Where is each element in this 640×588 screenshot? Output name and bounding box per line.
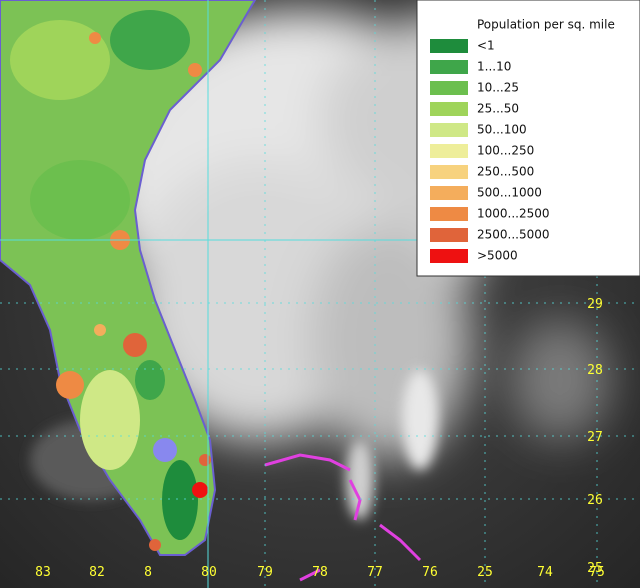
longitude-label: 75: [589, 565, 605, 580]
latitude-label: 27: [587, 430, 603, 445]
legend-swatch: [430, 144, 468, 158]
longitude-label: 78: [312, 565, 328, 580]
longitude-label: 80: [201, 565, 217, 580]
bahamas: [264, 453, 422, 582]
legend-swatch: [430, 207, 468, 221]
legend-label: 25...50: [477, 102, 519, 116]
legend-label: 100...250: [477, 144, 534, 158]
longitude-label: 83: [35, 565, 51, 580]
longitude-label: 77: [367, 565, 383, 580]
legend-swatch: [430, 165, 468, 179]
legend-swatch: [430, 186, 468, 200]
legend-swatch: [430, 102, 468, 116]
longitude-label: 8: [144, 565, 152, 580]
legend-label: 1000...2500: [477, 207, 550, 221]
legend-swatch: [430, 39, 468, 53]
longitude-label: 82: [89, 565, 105, 580]
legend-label: 500...1000: [477, 186, 542, 200]
legend-label: 50...100: [477, 123, 527, 137]
legend-title: Population per sq. mile: [477, 18, 615, 32]
legend-label: 1...10: [477, 60, 511, 74]
latitude-label: 29: [587, 297, 603, 312]
latitude-label: 28: [587, 363, 603, 378]
legend-label: 10...25: [477, 81, 519, 95]
population-patches: [10, 10, 211, 551]
legend-label: >5000: [477, 249, 518, 263]
legend-items: <1 1...10 10...25 25...50 50...100 100...250 2…: [430, 39, 550, 263]
latitude-label: 25: [587, 561, 603, 576]
longitude-label: 79: [257, 565, 273, 580]
legend-label: 2500...5000: [477, 228, 550, 242]
land: [0, 0, 257, 556]
legend-label: <1: [477, 39, 495, 53]
legend-label: 250...500: [477, 165, 534, 179]
latitude-label: 26: [587, 493, 603, 508]
coordinate-labels: 29 28 27 26 25 83 82 8 80 79 78 77 76 25 74 75: [35, 297, 605, 580]
legend-swatch: [430, 60, 468, 74]
legend-swatch: [430, 123, 468, 137]
legend-swatch: [430, 249, 468, 263]
longitude-label: 25: [477, 565, 493, 580]
longitude-label: 74: [537, 565, 553, 580]
legend-swatch: [430, 81, 468, 95]
legend-swatch: [430, 228, 468, 242]
longitude-label: 76: [422, 565, 438, 580]
cloud-cover: [100, 10, 620, 460]
